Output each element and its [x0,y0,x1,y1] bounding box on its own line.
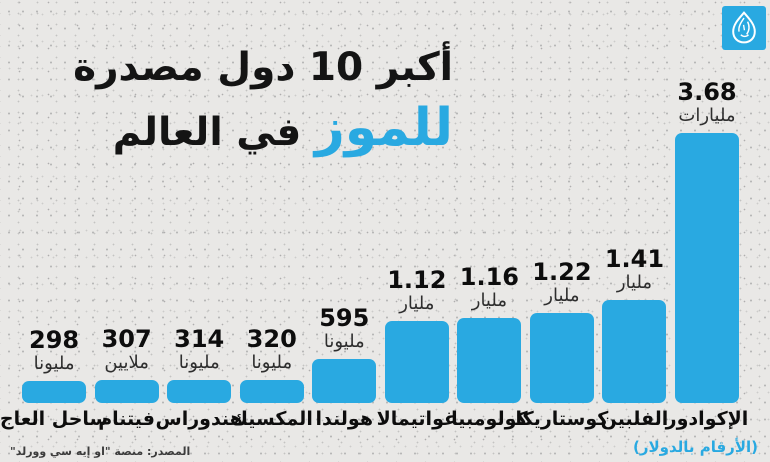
bar-unit-label: مليونا [33,353,75,375]
bar-group: 1.22 مليار كوستاريكا [516,258,609,430]
bar [239,380,304,403]
bar [384,321,449,403]
bar-group: 320 مليونا المكسيك [231,325,313,430]
bar-country-label: غواتيمالا [376,408,457,430]
bar-unit-label: مليونا [251,352,293,374]
bar-country-label: المكسيك [230,408,313,430]
bar-country-label: كوستاريكا [515,408,609,430]
bar-group: 1.12 مليار غواتيمالا [377,266,457,430]
bar [167,380,232,403]
source-credit: المصدر: منصة "او إيه سي وورلد" [10,445,191,458]
title-line2-rest: في العالم [112,109,315,155]
bar-value-label: 1.16 [459,263,519,292]
title-highlight-word: للموز [314,97,453,158]
bar-value-label: 307 [101,325,152,354]
bar [675,133,739,403]
bar-group: 3.68 مليارات الإكوادور [666,78,749,430]
bar-group: 1.41 مليار الفلبين [601,245,669,430]
bar-value-label: 320 [246,325,297,354]
bar-value-label: 1.12 [387,266,447,295]
bar-unit-label: ملايين [104,352,149,374]
bar-unit-label: مليار [616,272,653,294]
al-jazeera-logo [722,6,766,50]
bar-group: 595 مليونا هولندا [312,304,377,430]
bar [602,300,667,403]
title-line1: أكبر 10 دول مصدرة [73,45,453,90]
bar-unit-label: مليار [399,293,435,315]
bar-unit-label: مليونا [178,352,220,374]
bar-country-label: هندوراس [155,408,243,430]
bar-group: 307 ملايين فيتنام [94,325,159,430]
bar-country-label: الإكوادور [665,408,749,430]
bar-country-label: ساحل العاج [0,408,109,430]
bar-group: 298 مليونا ساحل العاج [0,326,108,430]
bar [22,381,87,403]
bar-value-label: 1.41 [604,245,665,274]
page-title: أكبر 10 دول مصدرة للموز في العالم [73,44,453,159]
bar-group: 314 مليونا هندوراس [155,325,242,430]
bar-value-label: 314 [174,325,225,354]
bar-country-label: الفلبين [600,408,669,430]
al-jazeera-flame-icon [732,11,756,44]
bar [312,359,377,403]
bar-value-label: 298 [29,326,80,355]
bar-unit-label: مليارات [678,105,736,127]
bar-country-label: هولندا [315,408,373,430]
bar-country-label: فيتنام [98,408,156,430]
bar [457,318,522,403]
bar-unit-label: مليار [471,290,507,312]
bar-chart: 3.68 مليارات الإكوادور 1.41 مليار الفلبي… [0,78,749,430]
bar-value-label: 595 [319,304,370,333]
bar-group: 1.16 مليار كولومبيا [451,263,527,430]
currency-note: (الأرقام بالدولار) [632,438,758,456]
bar-unit-label: مليونا [323,331,365,353]
bar-country-label: كولومبيا [451,408,528,430]
title-line2: للموز في العالم [73,97,453,159]
bar-unit-label: مليار [544,285,580,307]
bar-value-label: 3.68 [677,78,737,107]
bar-value-label: 1.22 [532,258,592,287]
bar [529,313,594,403]
bar [94,380,159,403]
